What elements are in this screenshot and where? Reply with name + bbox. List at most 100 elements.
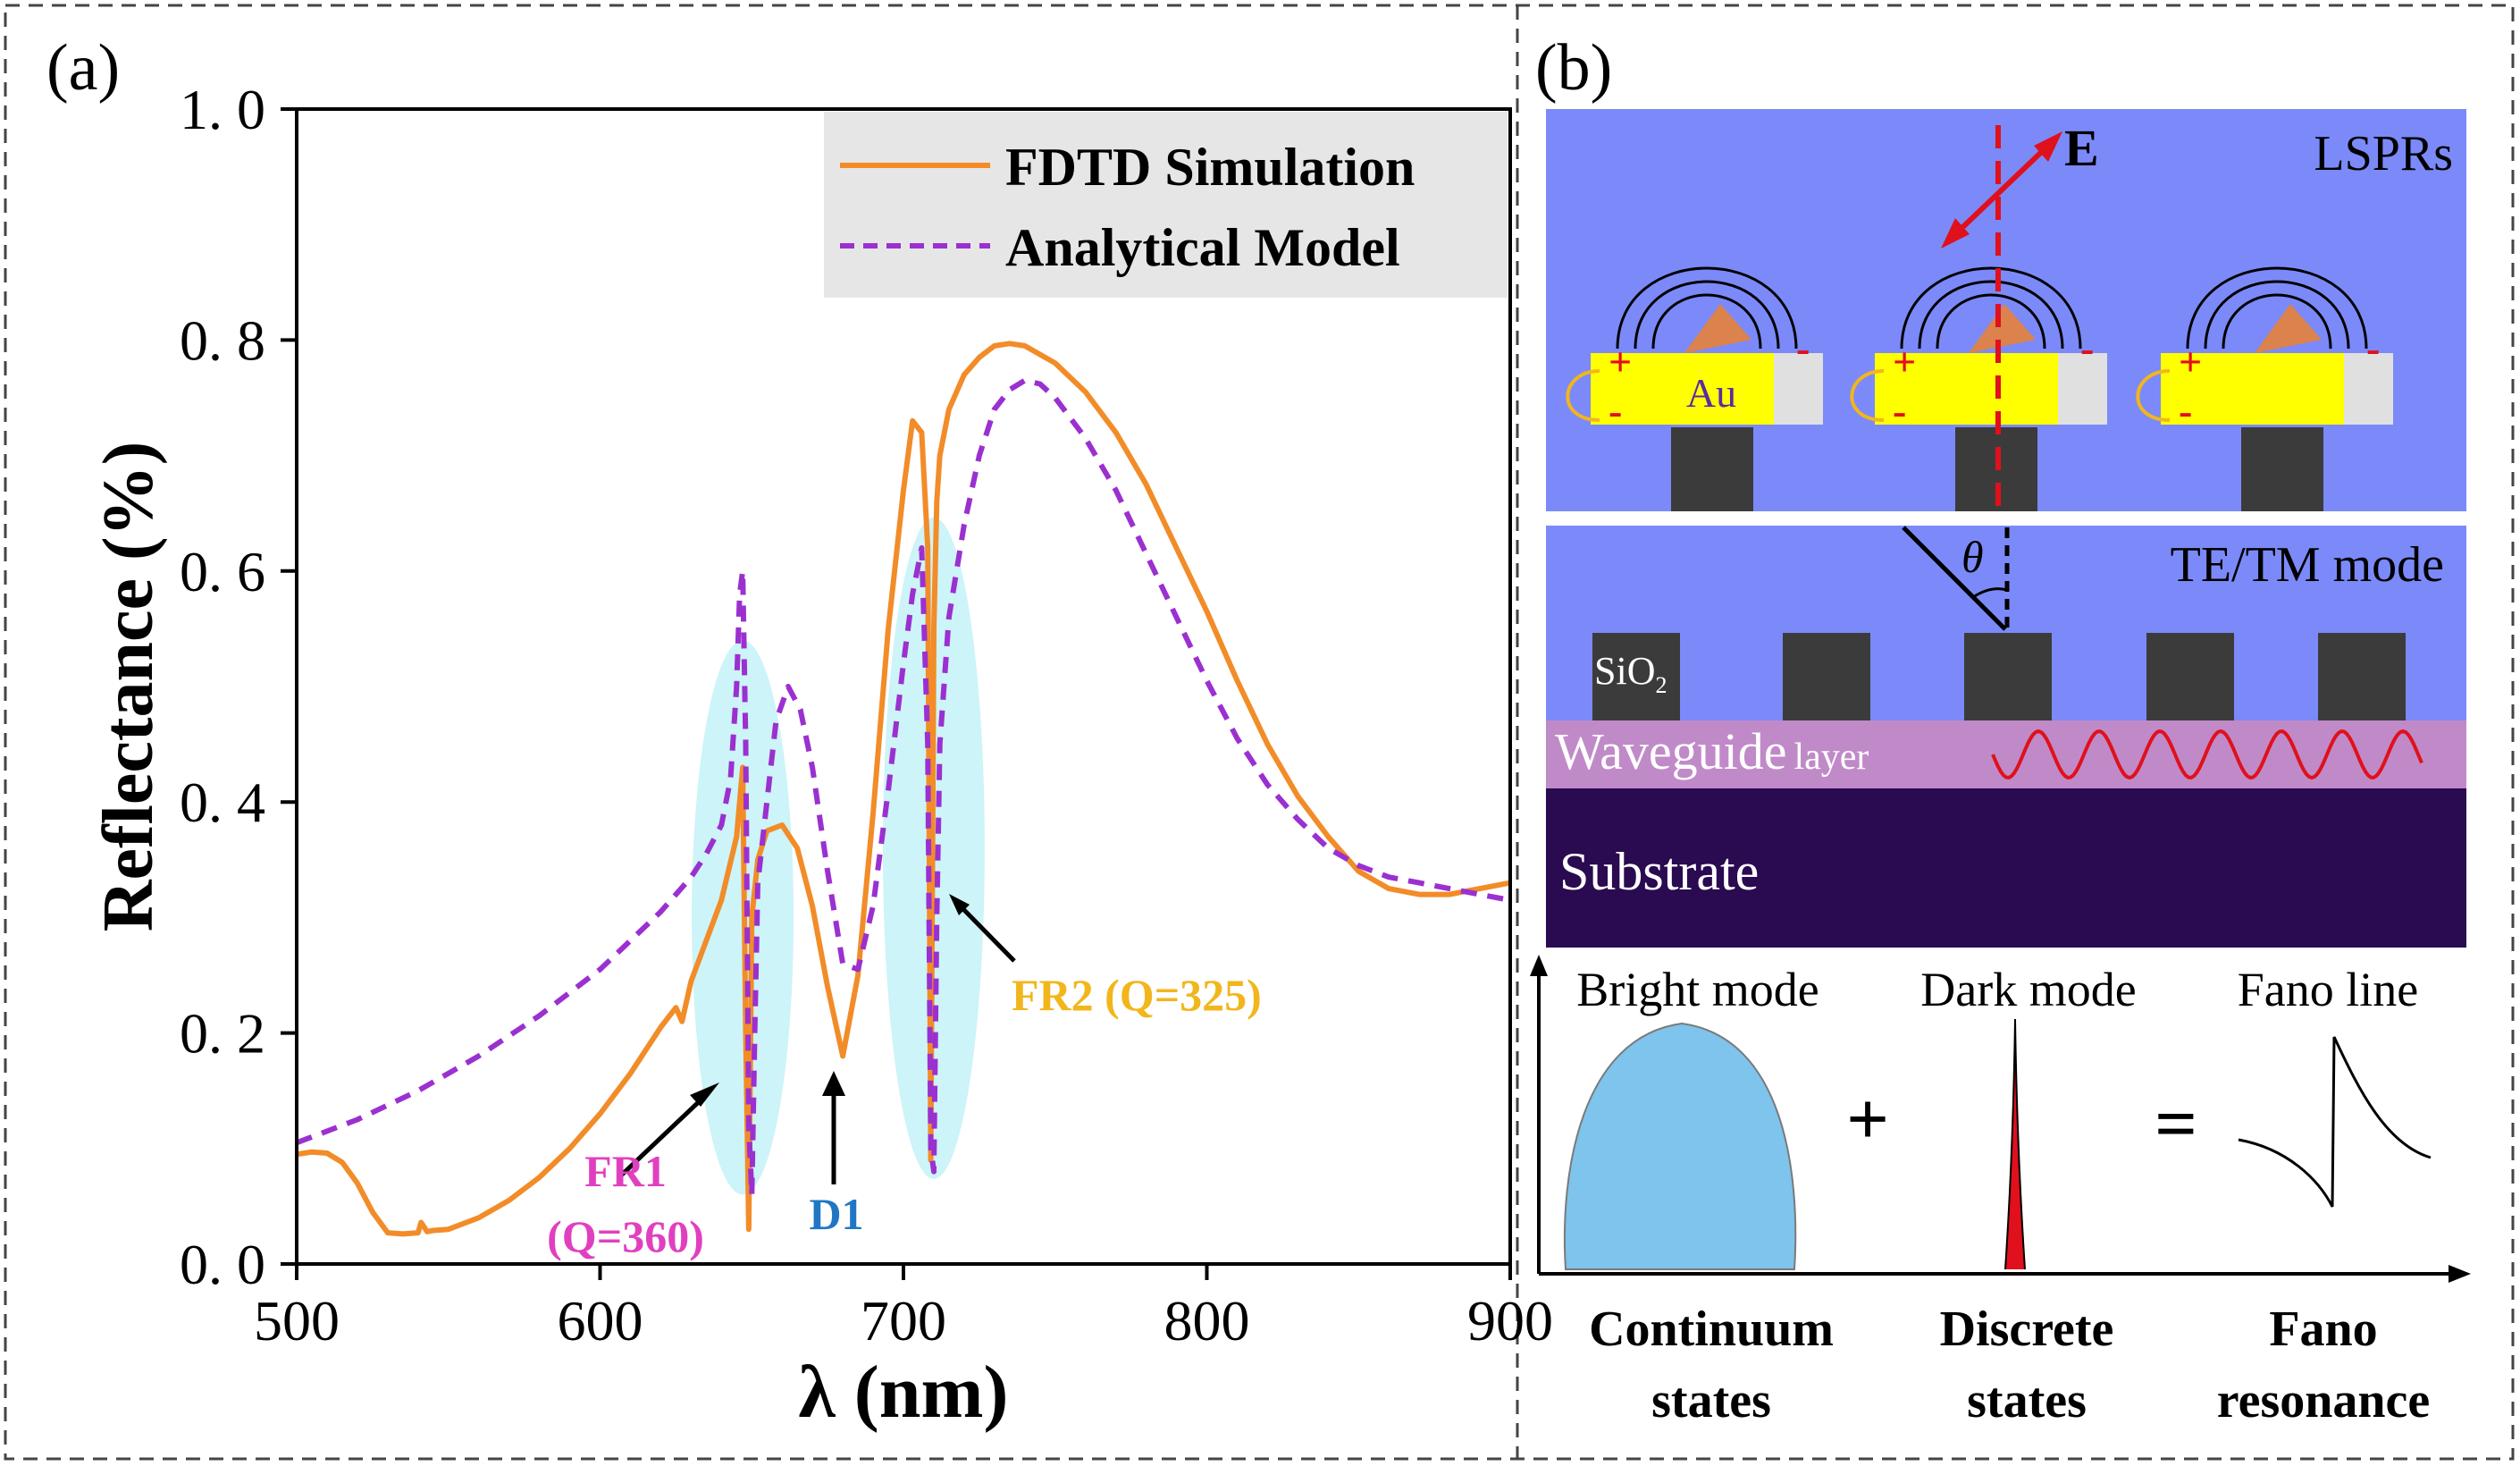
minus-charge: - <box>1893 388 1906 434</box>
fano-label-1: Fano <box>2269 1302 2377 1357</box>
legend-fdtd-label: FDTD Simulation <box>1005 138 1415 197</box>
panel-b: (b) LSPRs Au + - - <box>1530 31 2471 1428</box>
fr2-label: FR2 (Q=325) <box>1012 970 1262 1020</box>
gold-block-edge <box>1774 353 1823 425</box>
minus-charge: - <box>2366 325 2380 371</box>
lspr-unit-1: Au + - - <box>1566 266 1823 511</box>
fano-section: Bright mode Dark mode Fano line + = Cont… <box>1530 955 2471 1428</box>
fano-x-arrow <box>2449 1265 2471 1283</box>
incident-ray <box>1902 526 2007 631</box>
equals-sign: = <box>2155 1083 2197 1166</box>
gold-block <box>1591 353 1774 425</box>
discrete-label-2: states <box>1967 1373 2087 1428</box>
y-tick-label: 0. 4 <box>180 771 265 834</box>
angle-arc <box>1972 587 2008 599</box>
panel-a: (a) 500 600 700 800 900 0. 0 0. 2 0. 4 0. 6 0. 8 1… <box>46 31 1553 1434</box>
y-tick-label: 0. 2 <box>180 1002 265 1066</box>
legend-box <box>824 112 1508 298</box>
grating-bar <box>2318 633 2406 720</box>
series-layer <box>297 341 1510 1237</box>
guided-wave <box>1991 729 2423 780</box>
axis-layer: 500 600 700 800 900 0. 0 0. 2 0. 4 0. 6 0. 8 1. 0 <box>180 78 1553 1352</box>
discrete-label-1: Discrete <box>1940 1302 2114 1357</box>
fr1-label: FR1 <box>584 1146 667 1196</box>
panel-b-label: (b) <box>1535 31 1612 105</box>
y-tick-label: 1. 0 <box>180 78 265 141</box>
bright-mode-label: Bright mode <box>1576 963 1819 1016</box>
figure-frame <box>4 4 2515 1461</box>
continuum-label-1: Continuum <box>1589 1302 1834 1357</box>
minus-charge: - <box>1796 325 1810 371</box>
fdtd-series-line <box>297 341 1510 1237</box>
substrate-label: Substrate <box>1559 842 1759 901</box>
grating-bar <box>1783 633 1870 720</box>
continuum-lobe <box>1563 1022 1797 1270</box>
annotations: FR1 (Q=360) D1 FR2 (Q=325) <box>547 894 1262 1261</box>
fr2-arrow-head <box>949 894 970 915</box>
field-lobe <box>2255 304 2322 353</box>
substrate-layer <box>1546 788 2466 948</box>
legend-analytical-label: Analytical Model <box>1005 218 1400 277</box>
grating-bar <box>1592 633 1680 720</box>
x-tick-label: 800 <box>1164 1289 1250 1352</box>
plus-charge: + <box>2179 339 2202 384</box>
plus-charge: + <box>1609 339 1632 384</box>
y-axis-label: Reflectance (%) <box>89 442 168 932</box>
fr1-arrow-line <box>619 1093 708 1177</box>
gold-block <box>2161 353 2344 425</box>
pillar <box>1671 427 1753 511</box>
analytical-series-line <box>297 377 1510 1198</box>
e-field-label: E <box>2064 119 2099 177</box>
e-field-arrowhead-low <box>1941 218 1970 249</box>
gold-block <box>1875 353 2058 425</box>
grating-bar <box>1964 633 2052 720</box>
x-tick-label: 600 <box>558 1289 643 1352</box>
y-tick-label: 0. 0 <box>180 1233 265 1296</box>
x-tick-label: 900 <box>1467 1289 1553 1352</box>
lspr-section: LSPRs Au + - - <box>1546 109 2466 511</box>
lspr-unit-3: + - - <box>2136 266 2393 511</box>
waveguide-section: SiO2 θ TE/TM mode Waveguide layer Substra… <box>1546 526 2466 948</box>
minus-charge: - <box>2080 325 2094 371</box>
y-tick-label: 0. 8 <box>180 308 265 372</box>
lspr-label: LSPRs <box>2314 126 2453 181</box>
minus-charge: - <box>1609 388 1622 434</box>
plot-area: 500 600 700 800 900 0. 0 0. 2 0. 4 0. 6 0. 8 1. 0 <box>180 78 1553 1352</box>
pillar <box>2241 427 2323 511</box>
fr1-arrow-head <box>690 1083 719 1107</box>
x-axis-label: λ (nm) <box>799 1351 1009 1434</box>
waveguide-label: Waveguide layer <box>1555 722 1869 780</box>
fano-y-arrow <box>1530 955 1548 976</box>
panel-a-label: (a) <box>46 31 120 105</box>
d1-label: D1 <box>809 1189 863 1239</box>
x-tick-label: 700 <box>861 1289 946 1352</box>
mode-label: TE/TM mode <box>2171 537 2444 593</box>
fano-line-label: Fano line <box>2238 963 2418 1016</box>
field-lobe <box>1684 304 1751 353</box>
field-lobe <box>1969 304 2036 353</box>
fano-curve <box>2238 1036 2432 1208</box>
lspr-unit-2: + - - <box>1850 266 2107 511</box>
y-tick-label: 0. 6 <box>180 540 265 603</box>
au-label: Au <box>1686 370 1736 416</box>
grating-bar <box>2146 633 2234 720</box>
fr2-arrow-line <box>959 905 1016 963</box>
plus-charge: + <box>1893 339 1916 384</box>
dark-mode-label: Dark mode <box>1920 963 2136 1016</box>
theta-label: θ <box>1961 532 1984 582</box>
fano-label-2: resonance <box>2217 1373 2431 1428</box>
continuum-label-2: states <box>1651 1373 1771 1428</box>
sio2-label: SiO2 <box>1594 649 1667 698</box>
legend: FDTD Simulation Analytical Model <box>824 112 1508 298</box>
gold-block-edge <box>2344 353 2393 425</box>
e-field-arrow <box>1950 140 2054 240</box>
discrete-peak <box>2004 1018 2026 1270</box>
gold-block-edge <box>2058 353 2107 425</box>
e-field-arrowhead-high <box>2034 131 2062 162</box>
plus-sign: + <box>1846 1078 1889 1161</box>
d1-arrow-head <box>822 1071 845 1096</box>
fr1-q-label: (Q=360) <box>547 1211 704 1261</box>
x-tick-label: 500 <box>254 1289 340 1352</box>
minus-charge: - <box>2179 388 2192 434</box>
